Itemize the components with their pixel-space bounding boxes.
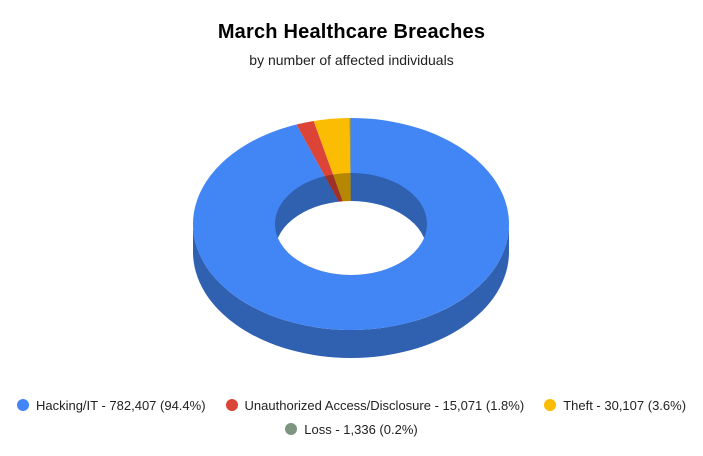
- legend-item-unauthorized-access[interactable]: Unauthorized Access/Disclosure - 15,071 …: [225, 397, 525, 413]
- legend-item-theft[interactable]: Theft - 30,107 (3.6%): [544, 398, 686, 413]
- legend-label-unauthorized-access: Unauthorized Access/Disclosure - 15,071 …: [244, 397, 525, 413]
- donut-hole: [275, 201, 427, 275]
- legend-swatch-theft-icon: [544, 399, 557, 411]
- chart-title: March Healthcare Breaches: [217, 21, 486, 43]
- legend-label-hacking-it: Hacking/IT - 782,407 (94.4%): [35, 397, 206, 413]
- donut-inner-wall: [350, 172, 351, 224]
- legend-label-theft: Theft - 30,107 (3.6%): [563, 397, 687, 413]
- legend-swatch-loss-icon: [285, 423, 298, 435]
- legend-row-2: Loss - 1,336 (0.2%): [0, 421, 703, 437]
- legend-label-loss: Loss - 1,336 (0.2%): [304, 421, 418, 437]
- legend-swatch-unauthorized-access-icon: [225, 399, 238, 411]
- legend-item-hacking-it[interactable]: Hacking/IT - 782,407 (94.4%): [16, 397, 206, 413]
- chart-subtitle: by number of affected individuals: [249, 52, 454, 68]
- chart-legend: Hacking/IT - 782,407 (94.4%) Unauthorize…: [0, 397, 703, 445]
- donut-side-wall: [193, 224, 509, 358]
- legend-row-1: Hacking/IT - 782,407 (94.4%) Unauthorize…: [0, 397, 703, 413]
- legend-item-loss[interactable]: Loss - 1,336 (0.2%): [285, 421, 418, 437]
- legend-swatch-hacking-it-icon: [16, 399, 29, 411]
